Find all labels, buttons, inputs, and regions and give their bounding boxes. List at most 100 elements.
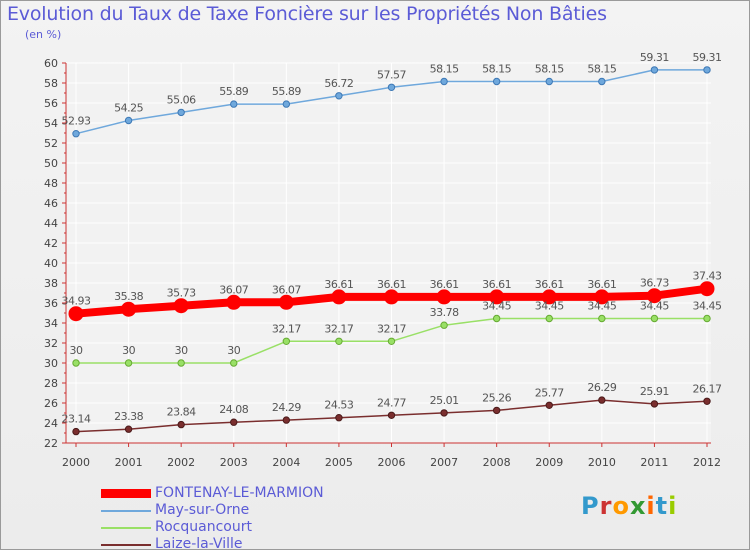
data-label-rocquancourt: 32.17 xyxy=(377,322,406,335)
data-point-fontenay xyxy=(121,301,137,317)
proxiti-logo: Proxiti xyxy=(581,492,677,520)
data-label-may-sur-orne: 58.15 xyxy=(535,63,564,76)
legend-swatch-may-sur-orne xyxy=(101,510,151,512)
legend-swatch-laize-la-ville xyxy=(101,544,151,546)
data-point-may-sur-orne xyxy=(335,92,343,100)
data-point-laize-la-ville xyxy=(282,416,291,424)
x-tick-label: 2002 xyxy=(167,456,195,469)
data-point-rocquancourt xyxy=(650,314,659,323)
y-tick-label: 46 xyxy=(44,197,58,210)
chart-title: Evolution du Taux de Taxe Foncière sur l… xyxy=(7,3,607,25)
data-point-rocquancourt xyxy=(492,314,501,323)
data-label-laize-la-ville: 25.26 xyxy=(482,391,511,404)
data-label-rocquancourt: 34.45 xyxy=(535,300,564,313)
data-point-may-sur-orne xyxy=(72,130,80,138)
data-label-rocquancourt: 34.45 xyxy=(482,300,511,313)
data-label-fontenay: 36.61 xyxy=(482,278,511,291)
data-label-fontenay: 36.61 xyxy=(377,278,406,291)
data-point-laize-la-ville xyxy=(72,427,80,436)
y-tick-label: 32 xyxy=(44,337,58,350)
data-point-may-sur-orne xyxy=(440,77,448,86)
data-label-laize-la-ville: 25.01 xyxy=(430,394,459,407)
data-label-laize-la-ville: 24.08 xyxy=(219,403,248,416)
x-tick-label: 2005 xyxy=(325,456,353,469)
grid-lines xyxy=(66,62,711,444)
data-label-rocquancourt: 30 xyxy=(175,344,188,357)
y-tick-label: 36 xyxy=(44,297,58,310)
y-tick-label: 56 xyxy=(44,97,58,110)
data-label-rocquancourt: 34.45 xyxy=(693,300,722,313)
data-label-laize-la-ville: 26.29 xyxy=(587,381,616,394)
data-point-fontenay xyxy=(541,289,557,305)
data-point-rocquancourt xyxy=(230,359,238,367)
data-point-fontenay xyxy=(594,289,610,305)
data-label-may-sur-orne: 58.15 xyxy=(430,63,459,76)
data-label-fontenay: 36.07 xyxy=(219,283,248,296)
y-tick-label: 28 xyxy=(44,377,58,390)
x-tick-label: 2001 xyxy=(115,456,143,469)
data-point-laize-la-ville xyxy=(387,411,396,419)
data-point-rocquancourt xyxy=(598,314,606,323)
data-point-may-sur-orne xyxy=(124,116,133,125)
y-tick-label: 60 xyxy=(44,57,58,70)
data-point-rocquancourt xyxy=(72,359,80,367)
x-tick-label: 2000 xyxy=(62,456,90,469)
data-point-laize-la-ville xyxy=(492,406,501,415)
data-point-fontenay xyxy=(646,288,662,304)
data-point-rocquancourt xyxy=(545,314,553,323)
data-point-fontenay xyxy=(331,289,347,305)
y-tick-label: 50 xyxy=(44,157,58,170)
data-point-rocquancourt xyxy=(440,321,448,329)
y-tick-label: 30 xyxy=(44,357,58,370)
data-labels: 34.93 35.38 35.73 36.07 36.07 36.61 36.61 36.61… xyxy=(62,51,723,426)
y-tick-label: 48 xyxy=(44,177,58,190)
legend-swatch-fontenay xyxy=(101,489,151,498)
data-label-rocquancourt: 30 xyxy=(122,344,135,357)
y-tick-label: 52 xyxy=(44,137,58,150)
data-point-rocquancourt xyxy=(387,337,396,345)
x-tick-label: 2009 xyxy=(535,456,563,469)
x-tick-label: 2008 xyxy=(483,456,511,469)
legend-label-may-sur-orne: May-sur-Orne xyxy=(155,502,250,518)
data-label-laize-la-ville: 24.53 xyxy=(324,399,353,412)
legend-swatch-rocquancourt xyxy=(101,527,151,529)
data-point-rocquancourt xyxy=(124,359,133,367)
axes: 22 24 26 28 30 32 34 36 38 40 42 44 46 48 50 52 54 56 58 60… xyxy=(44,57,721,469)
data-point-laize-la-ville xyxy=(545,401,553,409)
data-label-fontenay: 36.73 xyxy=(640,277,669,290)
data-label-laize-la-ville: 23.84 xyxy=(167,406,196,419)
data-label-rocquancourt: 33.78 xyxy=(430,306,459,319)
data-point-fontenay xyxy=(68,306,84,322)
y-tick-label: 58 xyxy=(44,77,58,90)
data-point-may-sur-orne xyxy=(545,77,553,86)
data-point-rocquancourt xyxy=(335,337,343,345)
data-label-fontenay: 35.38 xyxy=(114,290,143,303)
plot-area xyxy=(66,63,711,443)
data-label-laize-la-ville: 23.14 xyxy=(62,413,91,426)
data-label-laize-la-ville: 24.77 xyxy=(377,396,406,409)
series-lines xyxy=(68,66,715,436)
data-label-may-sur-orne: 56.72 xyxy=(324,77,353,90)
data-label-laize-la-ville: 25.77 xyxy=(535,386,564,399)
data-label-may-sur-orne: 55.06 xyxy=(167,93,196,106)
data-point-laize-la-ville xyxy=(335,414,343,422)
y-tick-label: 44 xyxy=(44,217,58,230)
data-point-may-sur-orne xyxy=(230,100,238,108)
data-label-may-sur-orne: 52.93 xyxy=(62,115,91,128)
data-label-fontenay: 35.73 xyxy=(167,287,196,300)
data-point-may-sur-orne xyxy=(492,77,501,86)
data-label-fontenay: 36.61 xyxy=(535,278,564,291)
data-label-rocquancourt: 34.45 xyxy=(640,300,669,313)
data-label-may-sur-orne: 59.31 xyxy=(640,51,669,64)
logo-letter: x xyxy=(629,492,647,520)
data-point-may-sur-orne xyxy=(387,83,396,92)
data-point-laize-la-ville xyxy=(703,397,711,405)
data-label-rocquancourt: 30 xyxy=(227,344,240,357)
y-tick-label: 34 xyxy=(44,317,58,330)
logo-letter: i xyxy=(668,492,678,520)
data-label-fontenay: 36.61 xyxy=(587,278,616,291)
logo-letter: o xyxy=(612,492,630,520)
data-point-fontenay xyxy=(173,298,189,314)
